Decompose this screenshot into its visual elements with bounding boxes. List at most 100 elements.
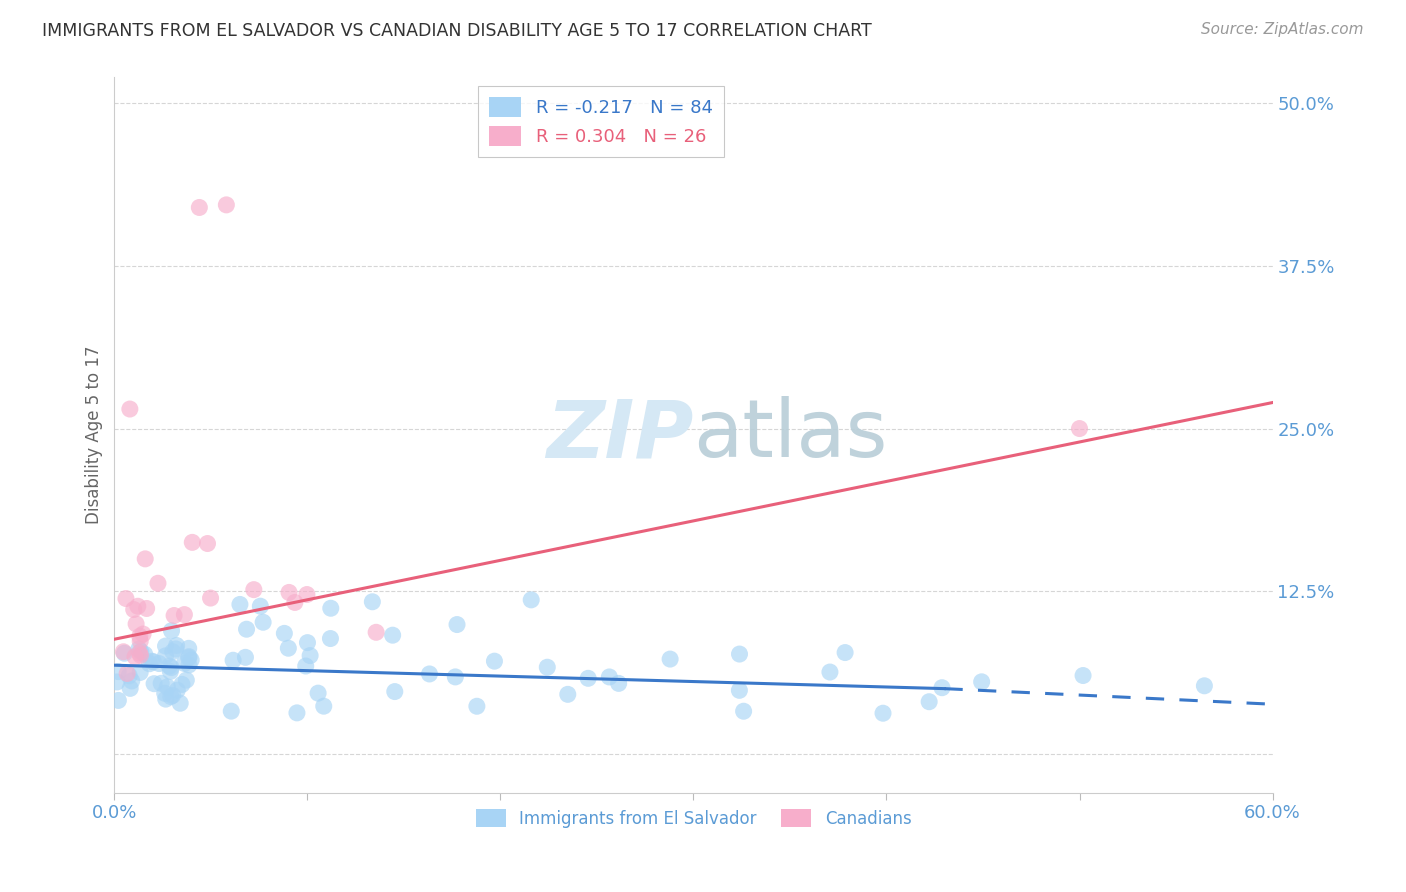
- Point: [361, 595, 384, 609]
- Text: atlas: atlas: [693, 396, 887, 474]
- Point: [970, 674, 993, 689]
- Point: [156, 680, 179, 694]
- Point: [284, 595, 307, 609]
- Point: [120, 681, 142, 696]
- Y-axis label: Disability Age 5 to 17: Disability Age 5 to 17: [86, 346, 103, 524]
- Point: [285, 706, 308, 720]
- Point: [219, 704, 242, 718]
- Point: [319, 601, 342, 615]
- Point: [169, 696, 191, 710]
- Point: [121, 673, 143, 688]
- Point: [444, 670, 467, 684]
- Point: [177, 641, 200, 656]
- Text: IMMIGRANTS FROM EL SALVADOR VS CANADIAN DISABILITY AGE 5 TO 17 CORRELATION CHART: IMMIGRANTS FROM EL SALVADOR VS CANADIAN …: [42, 22, 872, 40]
- Point: [381, 628, 404, 642]
- Point: [146, 576, 169, 591]
- Point: [160, 624, 183, 638]
- Point: [150, 676, 173, 690]
- Point: [142, 655, 165, 669]
- Point: [197, 536, 219, 550]
- Point: [235, 622, 257, 636]
- Point: [155, 648, 177, 663]
- Point: [141, 654, 163, 668]
- Point: [243, 582, 266, 597]
- Point: [249, 599, 271, 614]
- Point: [728, 683, 751, 698]
- Point: [176, 673, 198, 687]
- Point: [312, 699, 335, 714]
- Point: [728, 647, 751, 661]
- Point: [115, 666, 138, 681]
- Point: [384, 684, 406, 698]
- Point: [446, 617, 468, 632]
- Point: [277, 641, 299, 656]
- Point: [115, 591, 138, 606]
- Point: [177, 657, 200, 672]
- Point: [222, 653, 245, 667]
- Point: [181, 535, 204, 549]
- Point: [107, 665, 129, 679]
- Point: [818, 665, 841, 679]
- Point: [576, 671, 599, 685]
- Point: [112, 645, 135, 659]
- Point: [834, 646, 856, 660]
- Point: [170, 677, 193, 691]
- Point: [607, 676, 630, 690]
- Point: [135, 601, 157, 615]
- Point: [235, 650, 257, 665]
- Point: [177, 649, 200, 664]
- Point: [273, 626, 295, 640]
- Point: [173, 607, 195, 622]
- Point: [200, 591, 222, 605]
- Point: [733, 704, 755, 718]
- Point: [173, 657, 195, 671]
- Point: [143, 676, 166, 690]
- Point: [132, 627, 155, 641]
- Point: [215, 198, 238, 212]
- Point: [1194, 679, 1216, 693]
- Point: [166, 639, 188, 653]
- Point: [484, 654, 506, 668]
- Point: [188, 201, 211, 215]
- Point: [229, 598, 252, 612]
- Point: [128, 642, 150, 657]
- Point: [129, 644, 152, 658]
- Point: [297, 635, 319, 649]
- Point: [134, 647, 156, 661]
- Point: [105, 675, 128, 690]
- Point: [162, 689, 184, 703]
- Point: [299, 648, 322, 663]
- Point: [931, 681, 953, 695]
- Text: Source: ZipAtlas.com: Source: ZipAtlas.com: [1201, 22, 1364, 37]
- Point: [128, 629, 150, 643]
- Point: [138, 657, 160, 671]
- Point: [112, 646, 135, 660]
- Point: [520, 592, 543, 607]
- Point: [180, 653, 202, 667]
- Point: [278, 585, 301, 599]
- Point: [162, 645, 184, 659]
- Point: [252, 615, 274, 630]
- Point: [295, 588, 318, 602]
- Point: [366, 625, 388, 640]
- Point: [125, 616, 148, 631]
- Point: [107, 693, 129, 707]
- Point: [122, 602, 145, 616]
- Point: [165, 642, 187, 657]
- Point: [129, 665, 152, 680]
- Point: [148, 657, 170, 671]
- Point: [134, 552, 156, 566]
- Point: [163, 608, 186, 623]
- Point: [536, 660, 558, 674]
- Point: [118, 669, 141, 683]
- Point: [129, 634, 152, 648]
- Point: [307, 686, 329, 700]
- Text: ZIP: ZIP: [546, 396, 693, 474]
- Point: [1071, 668, 1094, 682]
- Point: [159, 690, 181, 704]
- Point: [160, 660, 183, 674]
- Point: [465, 699, 488, 714]
- Point: [129, 648, 152, 663]
- Point: [166, 683, 188, 698]
- Point: [124, 649, 146, 664]
